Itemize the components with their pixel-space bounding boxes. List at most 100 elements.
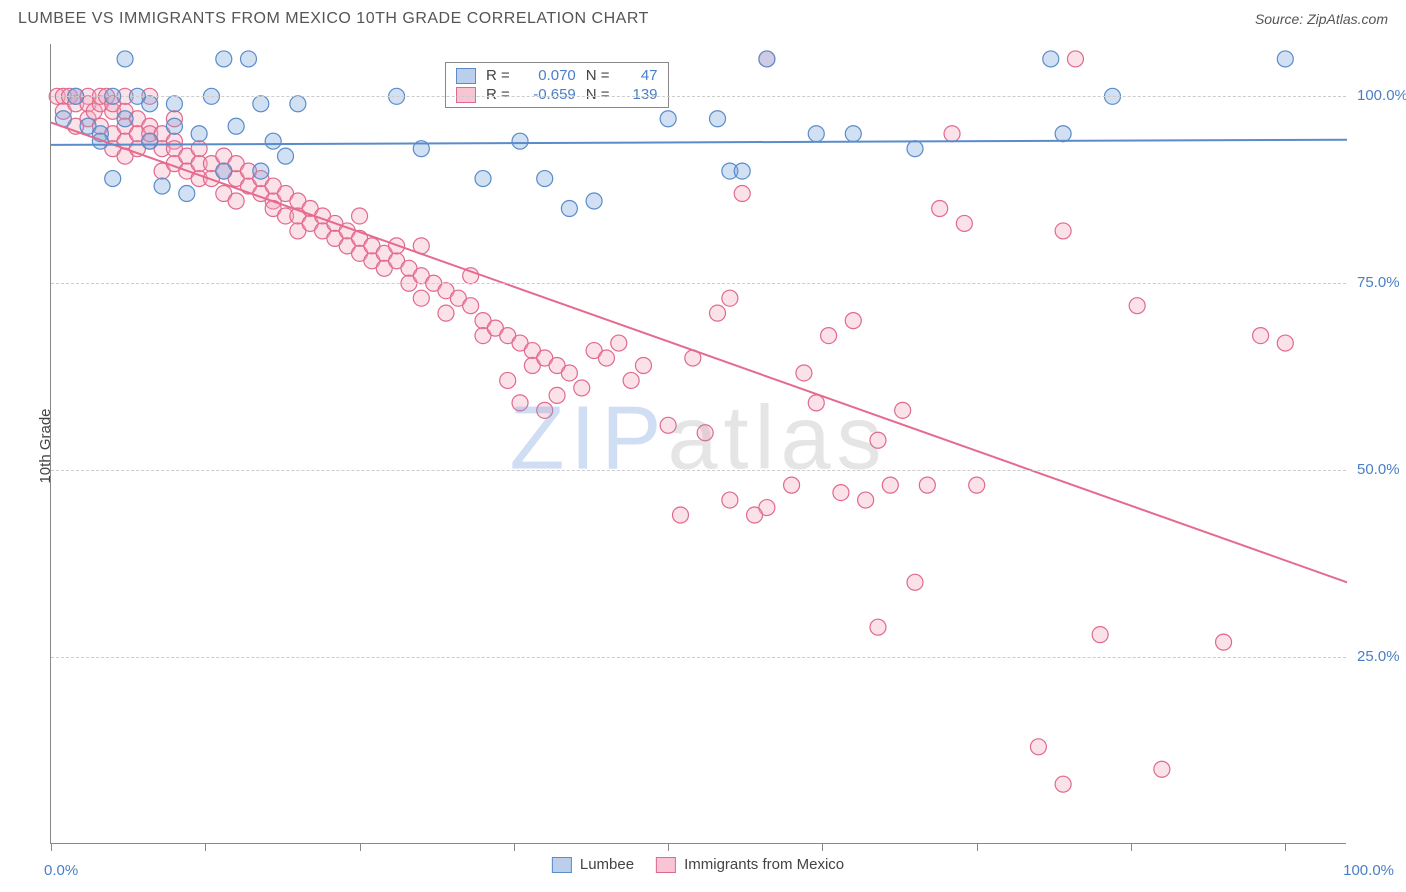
stats-box: R = 0.070 N = 47 R = -0.659 N = 139 [445,62,669,108]
gridline [51,657,1346,658]
data-point-blue [907,141,923,157]
legend-swatch-pink [656,857,676,873]
x-axis-max-label: 100.0% [1343,862,1394,879]
x-tick [977,843,978,851]
data-point-pink [463,298,479,314]
data-point-pink [1216,634,1232,650]
data-point-pink [413,290,429,306]
data-point-pink [870,619,886,635]
data-point-blue [734,163,750,179]
data-point-pink [722,290,738,306]
data-point-pink [722,492,738,508]
data-point-blue [142,96,158,112]
stats-row-1: R = 0.070 N = 47 [456,67,658,84]
x-axis-row: 0.0% Lumbee Immigrants from Mexico 100.0… [50,856,1346,886]
data-point-blue [512,133,528,149]
stats-swatch-pink [456,87,476,103]
data-point-pink [1055,776,1071,792]
data-point-blue [179,186,195,202]
data-point-pink [1067,51,1083,67]
data-point-blue [265,133,281,149]
stats-n-value: 47 [620,67,658,84]
data-point-pink [919,477,935,493]
data-point-pink [1253,328,1269,344]
y-tick-label: 100.0% [1357,87,1406,104]
data-point-blue [154,178,170,194]
data-point-blue [166,96,182,112]
data-point-blue [759,51,775,67]
gridline [51,96,1346,97]
data-point-pink [796,365,812,381]
stats-r-value: -0.659 [520,86,576,103]
stats-row-2: R = -0.659 N = 139 [456,86,658,103]
data-point-pink [500,372,516,388]
data-point-pink [1154,761,1170,777]
data-point-pink [907,574,923,590]
data-point-pink [944,126,960,142]
data-point-blue [710,111,726,127]
x-axis-min-label: 0.0% [44,862,78,879]
y-tick-label: 25.0% [1357,648,1400,665]
data-point-pink [895,402,911,418]
data-point-pink [352,208,368,224]
data-point-pink [549,387,565,403]
data-point-blue [228,118,244,134]
x-tick [1285,843,1286,851]
stats-r-label: R = [486,67,510,84]
data-point-pink [710,305,726,321]
data-point-blue [191,126,207,142]
chart-title: LUMBEE VS IMMIGRANTS FROM MEXICO 10TH GR… [18,10,649,28]
data-point-blue [845,126,861,142]
data-point-blue [1277,51,1293,67]
data-point-blue [278,148,294,164]
data-point-blue [117,51,133,67]
x-tick [205,843,206,851]
stats-n-label: N = [586,86,610,103]
data-point-blue [216,163,232,179]
x-tick [360,843,361,851]
legend-swatch-blue [552,857,572,873]
data-point-pink [438,305,454,321]
legend-item-mexico: Immigrants from Mexico [656,856,844,873]
stats-n-label: N = [586,67,610,84]
data-point-pink [845,313,861,329]
plot-svg [51,44,1347,844]
data-point-blue [240,51,256,67]
data-point-blue [660,111,676,127]
data-point-pink [747,507,763,523]
data-point-pink [228,193,244,209]
data-point-pink [932,200,948,216]
data-point-pink [598,350,614,366]
data-point-pink [537,402,553,418]
x-tick [822,843,823,851]
stats-n-value: 139 [620,86,658,103]
data-point-pink [969,477,985,493]
data-point-blue [117,111,133,127]
data-point-blue [808,126,824,142]
data-point-blue [290,96,306,112]
x-tick [514,843,515,851]
data-point-blue [253,96,269,112]
bottom-legend: Lumbee Immigrants from Mexico [552,856,844,873]
data-point-pink [697,425,713,441]
data-point-pink [1030,739,1046,755]
legend-label: Lumbee [580,856,634,873]
gridline [51,283,1346,284]
chart-area: R = 0.070 N = 47 R = -0.659 N = 139 ZIPa… [50,44,1390,844]
x-tick [1131,843,1132,851]
data-point-pink [561,365,577,381]
x-tick [668,843,669,851]
trend-line-blue [51,140,1347,145]
data-point-pink [611,335,627,351]
data-point-blue [105,171,121,187]
data-point-pink [1277,335,1293,351]
data-point-pink [882,477,898,493]
y-tick-label: 75.0% [1357,274,1400,291]
data-point-pink [784,477,800,493]
stats-swatch-blue [456,68,476,84]
data-point-pink [821,328,837,344]
gridline [51,470,1346,471]
stats-r-value: 0.070 [520,67,576,84]
data-point-pink [1092,627,1108,643]
data-point-blue [586,193,602,209]
